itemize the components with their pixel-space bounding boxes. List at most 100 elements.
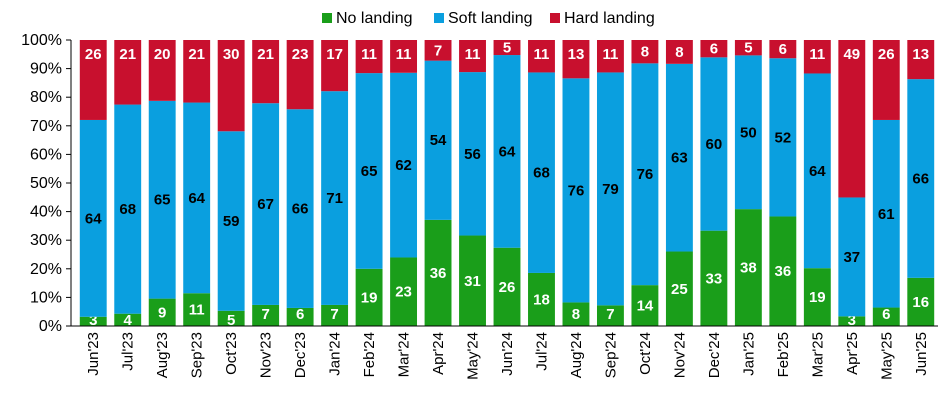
legend-label-hard-landing: Hard landing — [564, 10, 655, 27]
bar-group-jul-24: 18 68 11 — [528, 40, 555, 326]
bar-segment-soft-landing — [907, 79, 935, 278]
data-label-hard-landing: 49 — [843, 46, 860, 63]
data-label-hard-landing: 11 — [809, 46, 825, 63]
x-tick-label: Sep'23 — [189, 332, 206, 378]
data-label-no-landing: 18 — [533, 291, 550, 308]
bar-group-sep-23: 11 64 21 — [183, 40, 211, 326]
data-label-no-landing: 6 — [296, 306, 304, 323]
x-tick-label: Apr'24 — [430, 332, 447, 375]
bar-group-nov-23: 7 67 21 — [252, 40, 280, 326]
bar-group-may-24: 31 56 11 — [459, 40, 486, 326]
y-tick-label: 40% — [30, 204, 62, 221]
bar-segment-soft-landing — [148, 100, 176, 299]
data-label-soft-landing: 66 — [912, 170, 929, 187]
data-label-no-landing: 3 — [89, 312, 97, 329]
bar-segment-hard-landing — [493, 40, 521, 56]
bar-segment-no-landing — [424, 219, 452, 326]
bar-group-apr-25: 3 37 49 — [838, 40, 866, 329]
bar-group-jan-25: 38 50 5 — [734, 40, 762, 326]
bar-segment-hard-landing — [286, 40, 314, 110]
bar-segment-soft-landing — [217, 131, 245, 311]
bar-segment-soft-landing — [493, 55, 521, 248]
data-label-soft-landing: 56 — [464, 146, 481, 163]
x-tick-label: Jun'23 — [85, 332, 102, 376]
data-label-no-landing: 36 — [430, 265, 447, 282]
bar-segment-soft-landing — [665, 63, 693, 252]
y-tick-label: 0% — [39, 318, 62, 335]
x-tick-label: Mar'24 — [396, 332, 413, 377]
legend-label-soft-landing: Soft landing — [448, 10, 533, 27]
data-label-no-landing: 14 — [637, 298, 654, 315]
bar-segment-soft-landing — [79, 119, 107, 317]
x-tick-label: Oct'23 — [223, 332, 240, 375]
data-label-no-landing: 23 — [395, 284, 412, 301]
data-label-soft-landing: 64 — [188, 190, 205, 207]
bar-segment-no-landing — [907, 277, 935, 326]
bar-segment-no-landing — [114, 313, 142, 326]
data-label-hard-landing: 5 — [744, 40, 752, 57]
bar-segment-soft-landing — [838, 197, 866, 317]
bar-group-aug-24: 8 76 13 — [562, 40, 590, 326]
data-label-no-landing: 38 — [740, 260, 757, 277]
data-label-no-landing: 8 — [572, 306, 580, 323]
bar-segment-no-landing — [838, 316, 866, 326]
data-label-soft-landing: 62 — [395, 157, 412, 174]
x-tick-label: Jul'23 — [120, 332, 137, 371]
data-label-hard-landing: 8 — [675, 44, 683, 61]
x-tick-label: Sep'24 — [602, 332, 619, 378]
data-label-soft-landing: 52 — [774, 129, 791, 146]
data-label-soft-landing: 71 — [326, 190, 343, 207]
bar-segment-hard-landing — [390, 40, 418, 73]
data-label-soft-landing: 76 — [568, 182, 585, 199]
bar-segment-no-landing — [390, 257, 418, 326]
bar-segment-hard-landing — [872, 40, 900, 120]
bar-segment-soft-landing — [872, 119, 900, 308]
bar-segment-soft-landing — [114, 104, 142, 314]
data-label-hard-landing: 23 — [292, 46, 309, 63]
y-tick-label: 20% — [30, 261, 62, 278]
data-label-no-landing: 36 — [774, 263, 791, 280]
bar-segment-soft-landing — [631, 63, 659, 286]
bar-group-jun-24: 26 64 5 — [493, 40, 521, 326]
data-label-no-landing: 5 — [227, 312, 235, 329]
bar-segment-hard-landing — [665, 40, 693, 64]
data-label-hard-landing: 7 — [434, 42, 442, 59]
data-label-soft-landing: 60 — [706, 136, 723, 153]
data-label-soft-landing: 64 — [809, 163, 826, 180]
bar-segment-hard-landing — [424, 40, 452, 61]
data-label-soft-landing: 50 — [740, 124, 757, 141]
data-label-no-landing: 16 — [912, 294, 929, 311]
data-label-soft-landing: 76 — [637, 166, 654, 183]
bar-segment-soft-landing — [769, 58, 797, 217]
y-tick-label: 80% — [30, 89, 62, 106]
data-label-soft-landing: 61 — [878, 206, 895, 223]
legend-swatch-soft-landing — [434, 13, 444, 23]
x-tick-label: Jun'25 — [913, 332, 930, 376]
bar-segment-no-landing — [803, 268, 831, 326]
bar-segment-no-landing — [769, 216, 797, 326]
data-label-soft-landing: 68 — [533, 165, 550, 182]
bar-segment-no-landing — [355, 268, 383, 326]
bar-segment-no-landing — [872, 307, 900, 326]
data-label-hard-landing: 11 — [396, 46, 412, 63]
bar-group-jun-23: 3 64 26 — [79, 40, 107, 329]
bar-segment-hard-landing — [596, 40, 624, 73]
data-label-no-landing: 7 — [330, 306, 338, 323]
y-axis: 0% 10% 20% 30% 40% 50% 60% 70% 80% 90% 100% — [21, 32, 72, 335]
bar-group-aug-23: 9 65 20 — [148, 40, 176, 326]
bar-group-feb-24: 19 65 11 — [355, 40, 383, 326]
bar-segment-soft-landing — [252, 103, 280, 305]
data-label-hard-landing: 5 — [503, 40, 511, 57]
bar-segment-no-landing — [596, 305, 624, 326]
bar-segment-no-landing — [631, 285, 659, 326]
bar-segment-no-landing — [459, 235, 486, 326]
bar-segment-no-landing — [700, 230, 728, 326]
data-label-soft-landing: 54 — [430, 132, 447, 149]
bar-segment-no-landing — [665, 251, 693, 326]
data-label-hard-landing: 13 — [912, 46, 929, 63]
data-label-no-landing: 26 — [499, 279, 516, 296]
bar-group-feb-25: 36 52 6 — [769, 40, 797, 326]
data-label-hard-landing: 13 — [568, 46, 585, 63]
bar-segment-hard-landing — [700, 40, 728, 58]
data-label-hard-landing: 11 — [361, 46, 377, 63]
